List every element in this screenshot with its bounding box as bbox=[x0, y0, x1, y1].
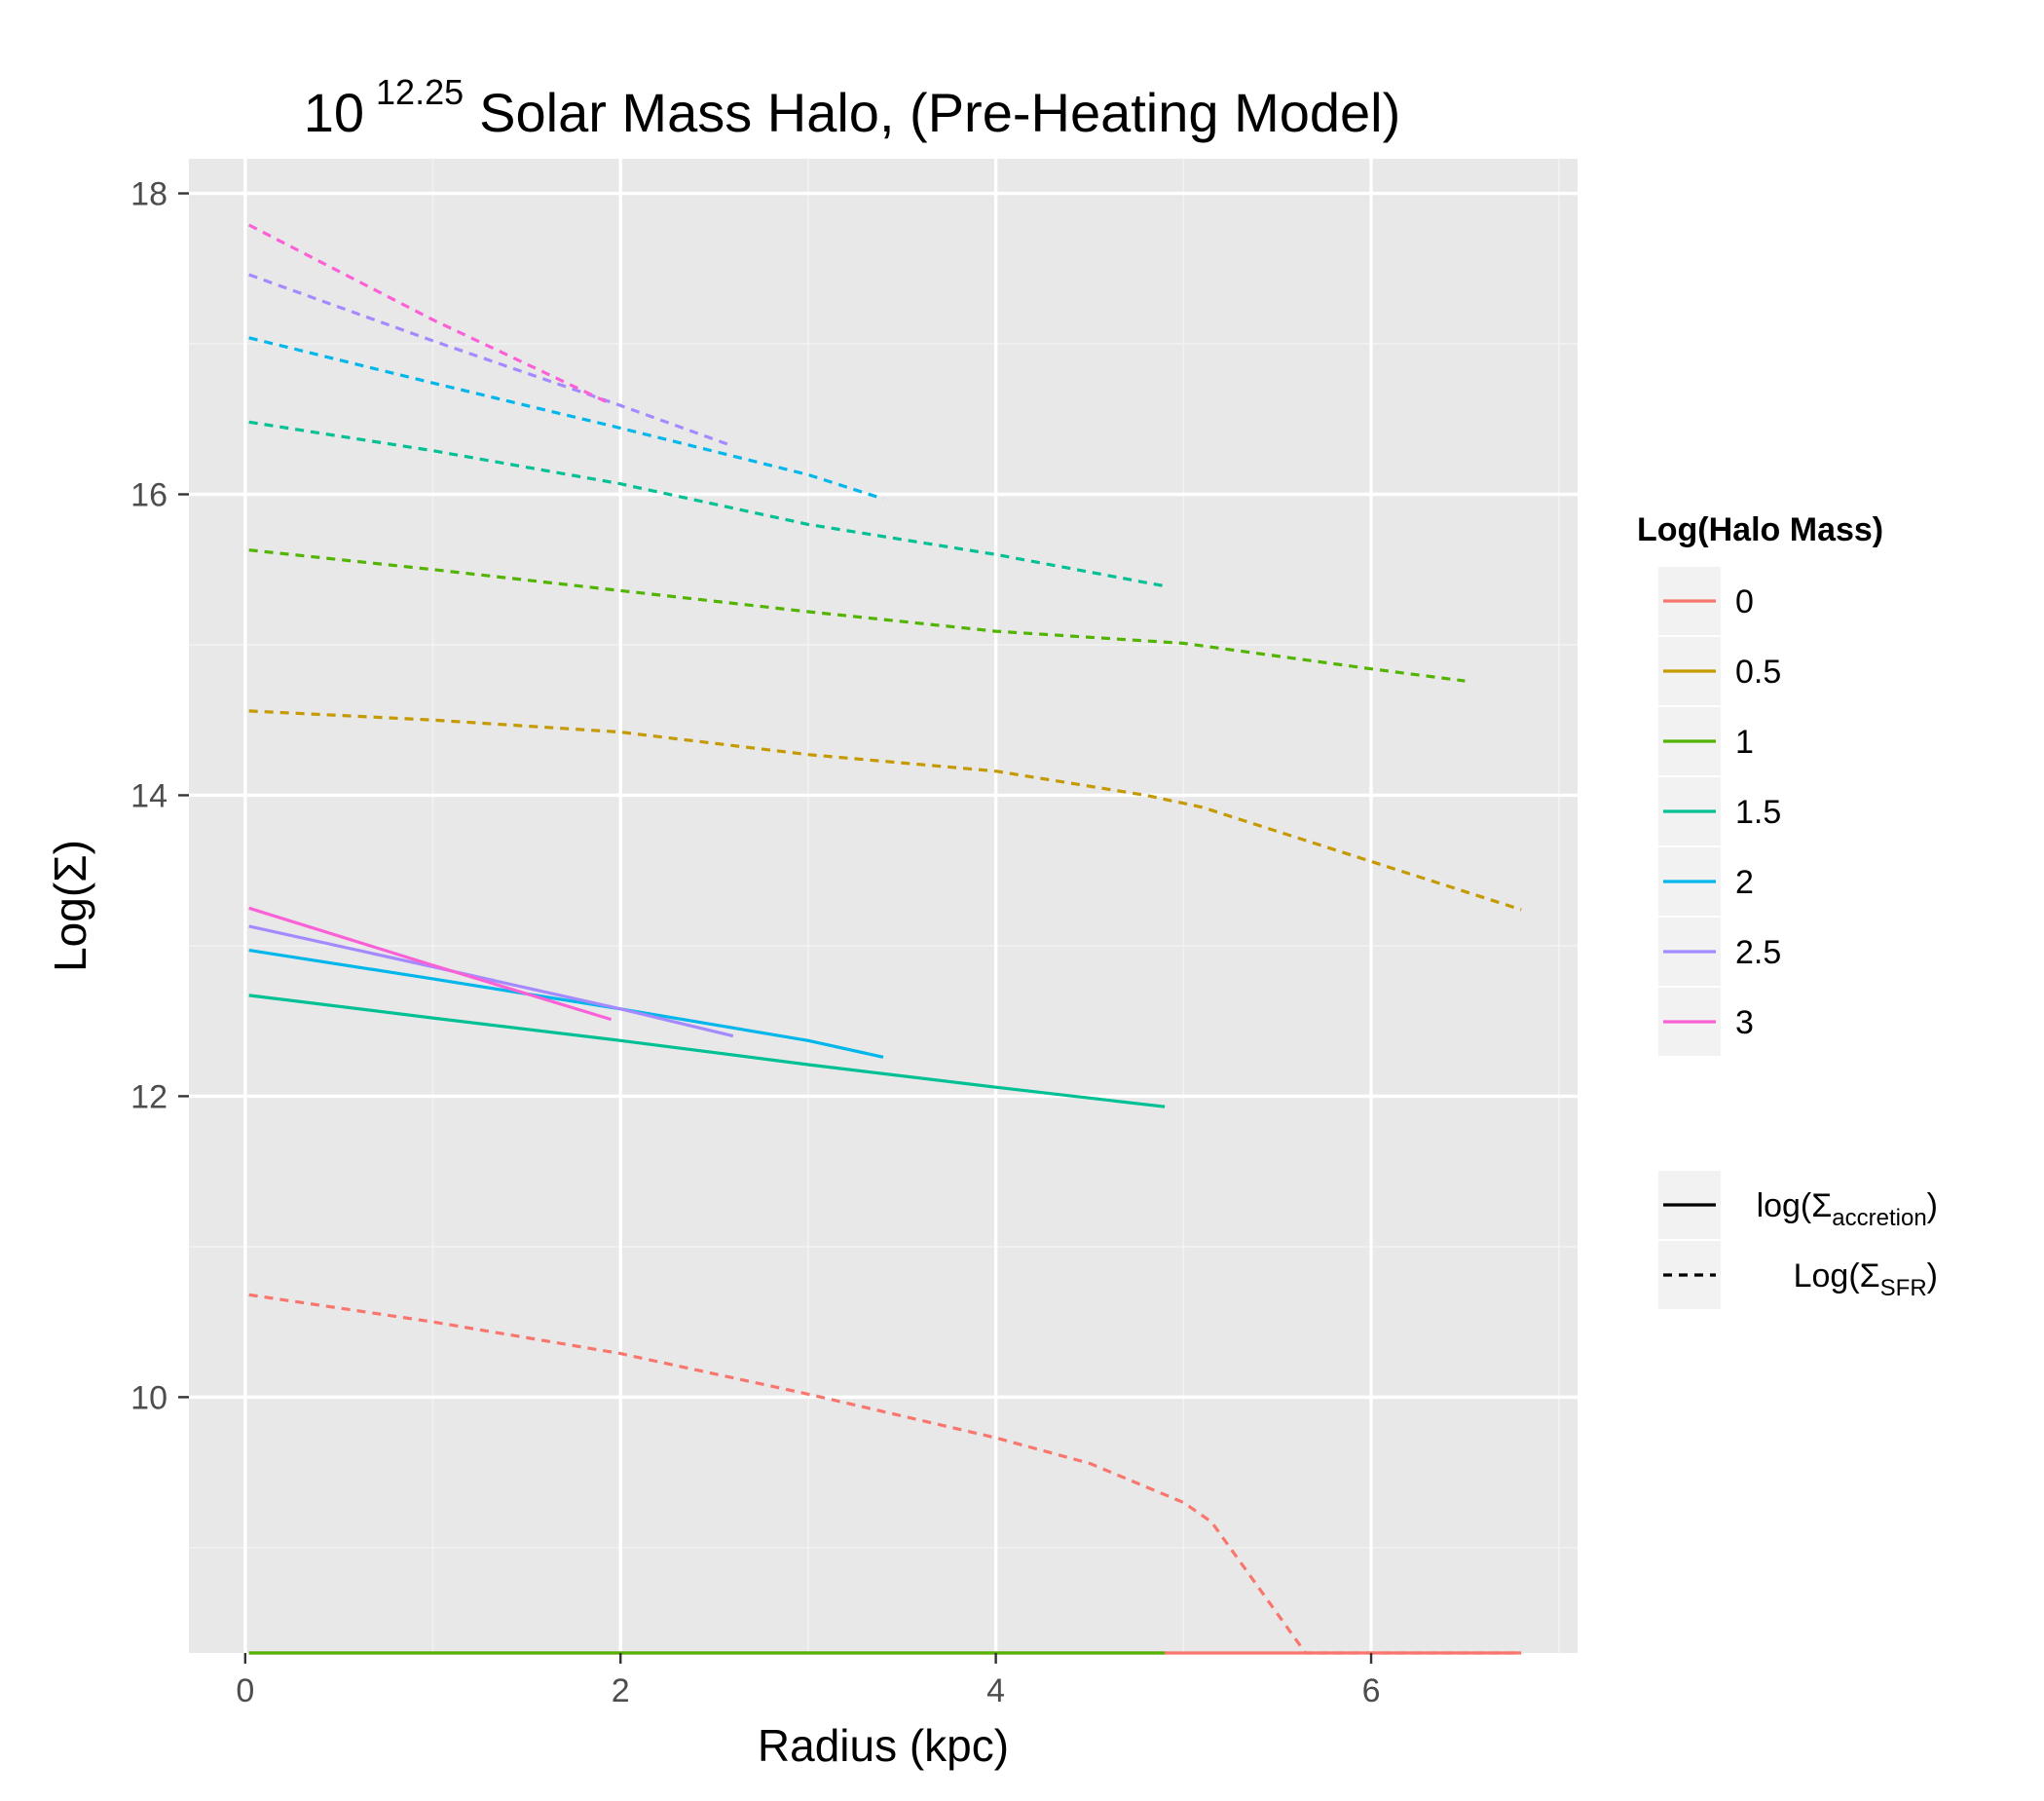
series-line-1-5-accretion bbox=[248, 994, 1166, 1108]
color-legend: 0 0.5 1 1.5 2 2.5 3 bbox=[1656, 565, 1781, 1058]
legend-label: 1 bbox=[1735, 724, 1754, 761]
series-line-2-5-accretion bbox=[248, 924, 734, 1038]
x-axis: 0 2 4 6 bbox=[236, 1653, 1380, 1709]
legend-linetype-label: Log(ΣSFR) bbox=[1794, 1257, 1938, 1301]
legend-linetype-label: log(Σaccretion) bbox=[1757, 1187, 1938, 1231]
y-tick-label: 18 bbox=[130, 176, 167, 213]
legend-label: 0.5 bbox=[1735, 654, 1781, 691]
legend-label: 0 bbox=[1735, 583, 1754, 620]
y-tick-label: 12 bbox=[130, 1078, 167, 1115]
legend-label: 3 bbox=[1735, 1004, 1754, 1041]
series-line-2-5-sfr bbox=[248, 273, 734, 448]
series-line-3-sfr bbox=[247, 223, 613, 406]
linetype-legend: log(Σaccretion) Log(ΣSFR) bbox=[1656, 1169, 1938, 1311]
series-layer bbox=[247, 223, 1522, 1655]
grid-major bbox=[189, 159, 1578, 1653]
series-line-3-accretion bbox=[248, 906, 613, 1022]
x-tick-label: 4 bbox=[986, 1672, 1005, 1709]
legend-label: 1.5 bbox=[1735, 794, 1781, 831]
series-line-2-sfr bbox=[248, 336, 884, 501]
series-line-1-sfr bbox=[248, 548, 1466, 683]
legend-label: 2.5 bbox=[1735, 934, 1781, 971]
legend-label: 2 bbox=[1735, 864, 1754, 901]
series-line-0-sfr bbox=[248, 1293, 1522, 1655]
series-line-1-5-sfr bbox=[248, 420, 1166, 588]
grid-minor bbox=[189, 159, 1578, 1653]
y-axis-title: Log(Σ) bbox=[45, 840, 95, 972]
series-line-0-5-sfr bbox=[248, 709, 1522, 912]
legend-title: Log(Halo Mass) bbox=[1637, 511, 1883, 548]
plot-panel bbox=[189, 159, 1578, 1653]
x-tick-label: 6 bbox=[1362, 1672, 1381, 1709]
chart-title: 10 12.25 Solar Mass Halo, (Pre-Heating M… bbox=[304, 72, 1401, 143]
x-axis-title: Radius (kpc) bbox=[758, 1720, 1009, 1771]
y-axis: 10 12 14 16 18 bbox=[130, 176, 189, 1416]
x-tick-label: 2 bbox=[612, 1672, 630, 1709]
legend: Log(Halo Mass) 0 0.5 1 1.5 2 2.5 3 log(Σaccret… bbox=[1637, 511, 1938, 1311]
y-tick-label: 10 bbox=[130, 1379, 167, 1416]
x-tick-label: 0 bbox=[236, 1672, 254, 1709]
y-tick-label: 16 bbox=[130, 476, 167, 513]
y-tick-label: 14 bbox=[130, 777, 167, 814]
